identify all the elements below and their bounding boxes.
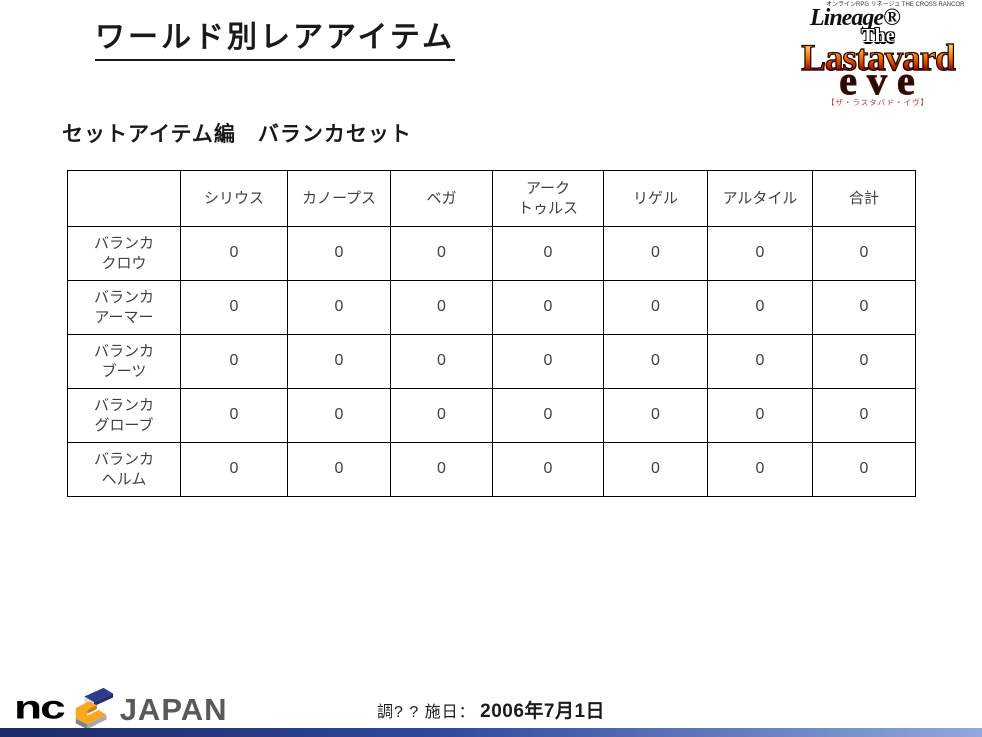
table-row: バランカ グローブ 0 0 0 0 0 0 0 <box>67 388 916 443</box>
ncsoft-mark-icon <box>75 687 113 730</box>
lineage-lastavard-logo: オンラインRPG リネージュ THE CROSS RANCOR Lineage®… <box>780 2 976 107</box>
value-cell: 0 <box>390 442 493 497</box>
value-cell: 0 <box>390 280 493 335</box>
value-cell: 0 <box>812 388 916 443</box>
page-title: ワールド別レアアイテム <box>95 12 455 61</box>
value-cell: 0 <box>492 442 604 497</box>
value-cell: 0 <box>287 388 391 443</box>
value-cell: 0 <box>603 442 708 497</box>
value-cell: 0 <box>492 334 604 389</box>
value-cell: 0 <box>812 226 916 281</box>
nc-japan-logo: nc JAPAN <box>14 684 227 734</box>
value-cell: 0 <box>287 334 391 389</box>
value-cell: 0 <box>707 226 813 281</box>
value-cell: 0 <box>812 334 916 389</box>
table-row: バランカ クロウ 0 0 0 0 0 0 0 <box>67 226 916 281</box>
value-cell: 0 <box>707 334 813 389</box>
value-cell: 0 <box>287 442 391 497</box>
value-cell: 0 <box>603 226 708 281</box>
value-cell: 0 <box>180 334 288 389</box>
value-cell: 0 <box>390 388 493 443</box>
logo-caption-text: 【ザ・ラスタバド・イヴ】 <box>826 98 930 107</box>
col-header-cell: リゲル <box>603 170 708 227</box>
value-cell: 0 <box>603 280 708 335</box>
col-header-cell: ベガ <box>390 170 493 227</box>
survey-date-value: 2006年7月1日 <box>480 701 606 722</box>
bottom-accent-bar <box>0 728 982 737</box>
value-cell: 0 <box>390 334 493 389</box>
logo-the-text: The <box>861 25 895 47</box>
col-header-cell: アーク トゥルス <box>492 170 604 227</box>
value-cell: 0 <box>180 442 288 497</box>
logo-eve-text: eve <box>839 58 925 103</box>
survey-date-note: 調? ? 施日： 2006年7月1日 <box>0 696 982 723</box>
value-cell: 0 <box>492 388 604 443</box>
rare-item-table: シリウス カノープス ベガ アーク トゥルス リゲル アルタイル 合計 バランカ… <box>67 170 916 497</box>
row-label-cell: バランカ アーマー <box>67 280 181 335</box>
value-cell: 0 <box>812 280 916 335</box>
value-cell: 0 <box>492 280 604 335</box>
row-label-cell: バランカ ヘルム <box>67 442 181 497</box>
row-label-cell: バランカ ブーツ <box>67 334 181 389</box>
lineage-script-text: Lineage® <box>810 5 901 31</box>
table-row: バランカ ヘルム 0 0 0 0 0 0 0 <box>67 442 916 497</box>
japan-logo-text: JAPAN <box>119 691 228 727</box>
value-cell: 0 <box>707 280 813 335</box>
logo-lastavard-text: Lastavard <box>780 39 976 77</box>
value-cell: 0 <box>287 226 391 281</box>
value-cell: 0 <box>287 280 391 335</box>
row-label-cell: バランカ クロウ <box>67 226 181 281</box>
table-header-row: シリウス カノープス ベガ アーク トゥルス リゲル アルタイル 合計 <box>67 170 916 227</box>
value-cell: 0 <box>180 226 288 281</box>
value-cell: 0 <box>390 226 493 281</box>
col-header-cell <box>67 170 181 227</box>
value-cell: 0 <box>603 388 708 443</box>
value-cell: 0 <box>492 226 604 281</box>
value-cell: 0 <box>812 442 916 497</box>
col-header-cell: 合計 <box>812 170 916 227</box>
nc-logo-text: nc <box>14 688 66 726</box>
value-cell: 0 <box>180 388 288 443</box>
row-label-cell: バランカ グローブ <box>67 388 181 443</box>
value-cell: 0 <box>707 388 813 443</box>
table-row: バランカ ブーツ 0 0 0 0 0 0 0 <box>67 334 916 389</box>
value-cell: 0 <box>603 334 708 389</box>
lineage-small-text: オンラインRPG リネージュ THE CROSS RANCOR <box>826 2 965 8</box>
col-header-cell: シリウス <box>180 170 288 227</box>
col-header-cell: カノープス <box>287 170 391 227</box>
table-row: バランカ アーマー 0 0 0 0 0 0 0 <box>67 280 916 335</box>
section-subtitle: セットアイテム編 バランカセット <box>62 123 412 146</box>
survey-date-label: 調? ? 施日： <box>376 704 476 721</box>
value-cell: 0 <box>180 280 288 335</box>
col-header-cell: アルタイル <box>707 170 813 227</box>
value-cell: 0 <box>707 442 813 497</box>
